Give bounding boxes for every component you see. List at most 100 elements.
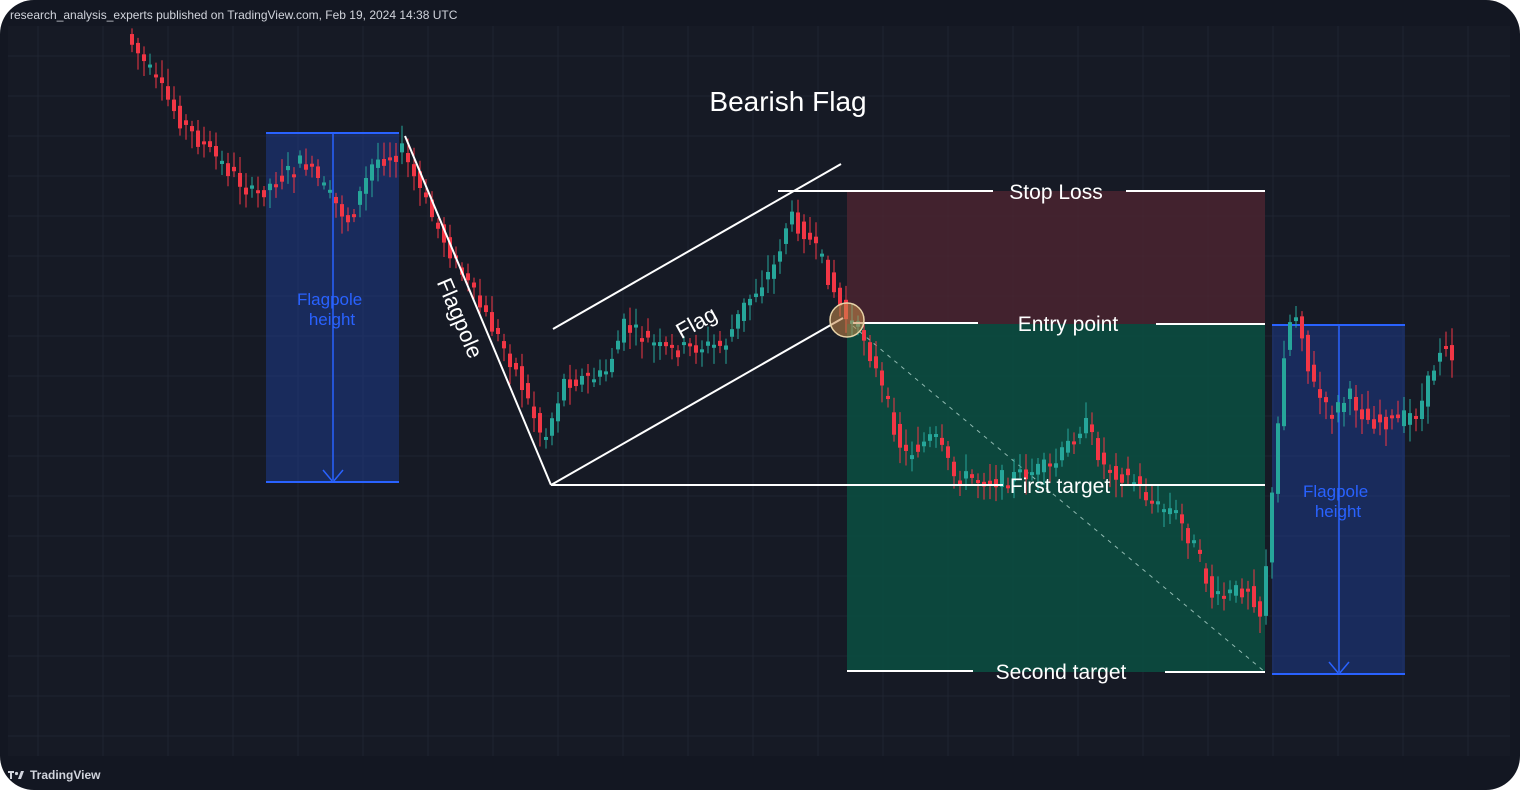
candle-body	[1420, 400, 1424, 419]
candle-body	[1372, 419, 1376, 429]
candle-body	[256, 190, 260, 194]
candle-body	[502, 341, 506, 349]
candle-body	[364, 177, 368, 194]
candle-body	[316, 166, 320, 179]
flagpole-label: Flagpole	[432, 274, 488, 361]
candle-body	[370, 164, 374, 181]
candle-body	[262, 190, 266, 198]
candle-body	[226, 163, 230, 177]
candle-body	[1180, 514, 1184, 524]
candle-body	[334, 196, 338, 204]
candle-body	[1078, 433, 1082, 439]
candle-body	[442, 224, 446, 243]
flagpole-height-label-right: Flagpole height	[1303, 482, 1373, 521]
candle-body	[1186, 528, 1190, 544]
candle-body	[208, 141, 212, 148]
candle-body	[892, 412, 896, 435]
candle-body	[760, 287, 764, 297]
candle-body	[916, 444, 920, 452]
candle-body	[286, 165, 290, 171]
candle-body	[796, 212, 800, 234]
candle-body	[1240, 588, 1244, 598]
candle-body	[292, 174, 296, 178]
candle-body	[658, 342, 662, 347]
candle-body	[1204, 568, 1208, 584]
candle-body	[1108, 469, 1112, 473]
candle-body	[808, 232, 812, 240]
candle-body	[802, 221, 806, 240]
candle-body	[232, 166, 236, 172]
candle-body	[670, 344, 674, 348]
candle-body	[1222, 595, 1226, 599]
candle-body	[310, 163, 314, 167]
tradingview-brand: TradingView	[30, 768, 101, 782]
candle-body	[412, 164, 416, 177]
candle-body	[466, 273, 470, 281]
tradingview-logo-icon	[8, 771, 24, 779]
candle-body	[358, 191, 362, 205]
candle-body	[652, 342, 656, 346]
candle-body	[1012, 472, 1016, 482]
candle-body	[634, 324, 638, 328]
candle-body	[322, 182, 326, 186]
candle-body	[1318, 389, 1322, 398]
candle-body	[1354, 396, 1358, 411]
candle-body	[184, 120, 188, 125]
chart-title: Bearish Flag	[709, 86, 866, 117]
chart-plot-area[interactable]: Bearish Flag Flagpole Flag Stop Loss Ent…	[8, 26, 1510, 756]
candle-body	[1330, 414, 1334, 419]
candle-body	[1114, 466, 1118, 480]
candle-body	[694, 345, 698, 353]
candle-body	[1018, 469, 1022, 473]
candle-body	[784, 228, 788, 244]
candle-body	[1444, 346, 1448, 350]
candle-body	[328, 189, 332, 193]
candle-body	[676, 350, 680, 358]
candle-body	[622, 318, 626, 343]
candle-body	[388, 157, 392, 161]
candle-body	[1270, 492, 1274, 563]
candle-body	[244, 187, 248, 195]
candle-body	[640, 338, 644, 342]
candle-body	[1228, 589, 1232, 594]
candle-body	[790, 211, 794, 225]
arrow-down-icon	[1328, 661, 1350, 676]
candle-body	[928, 434, 932, 441]
candle-body	[1432, 370, 1436, 381]
candle-body	[406, 153, 410, 163]
candle-body	[1024, 469, 1028, 480]
candle-body	[1102, 452, 1106, 465]
candle-body	[346, 215, 350, 223]
candle-body	[1324, 397, 1328, 403]
candle-body	[1426, 375, 1430, 407]
candle-body	[1246, 588, 1250, 592]
candle-body	[418, 171, 422, 189]
stop-loss-zone	[847, 191, 1265, 324]
candle-body	[868, 342, 872, 362]
candle-body	[1366, 408, 1370, 420]
candle-body	[838, 287, 842, 306]
candle-body	[1300, 316, 1304, 339]
candle-body	[196, 130, 200, 147]
stop-loss-label: Stop Loss	[1009, 181, 1102, 204]
candle-body	[148, 64, 152, 68]
candle-body	[352, 214, 356, 218]
candle-body	[154, 74, 158, 78]
candle-body	[952, 461, 956, 477]
second-target-label: Second target	[996, 661, 1127, 684]
candle-body	[604, 371, 608, 375]
flagpole-height-label-left-line1: Flagpole	[297, 290, 362, 309]
candle-body	[1162, 509, 1166, 513]
candle-body	[1000, 470, 1004, 487]
candle-body	[898, 423, 902, 448]
candle-body	[1066, 440, 1070, 453]
candle-body	[580, 375, 584, 385]
candle-body	[136, 42, 140, 54]
candle-body	[526, 383, 530, 399]
candle-body	[202, 141, 206, 145]
candle-body	[448, 237, 452, 259]
candle-body	[532, 406, 536, 419]
candle-body	[1264, 566, 1268, 616]
candle-body	[1408, 413, 1412, 425]
